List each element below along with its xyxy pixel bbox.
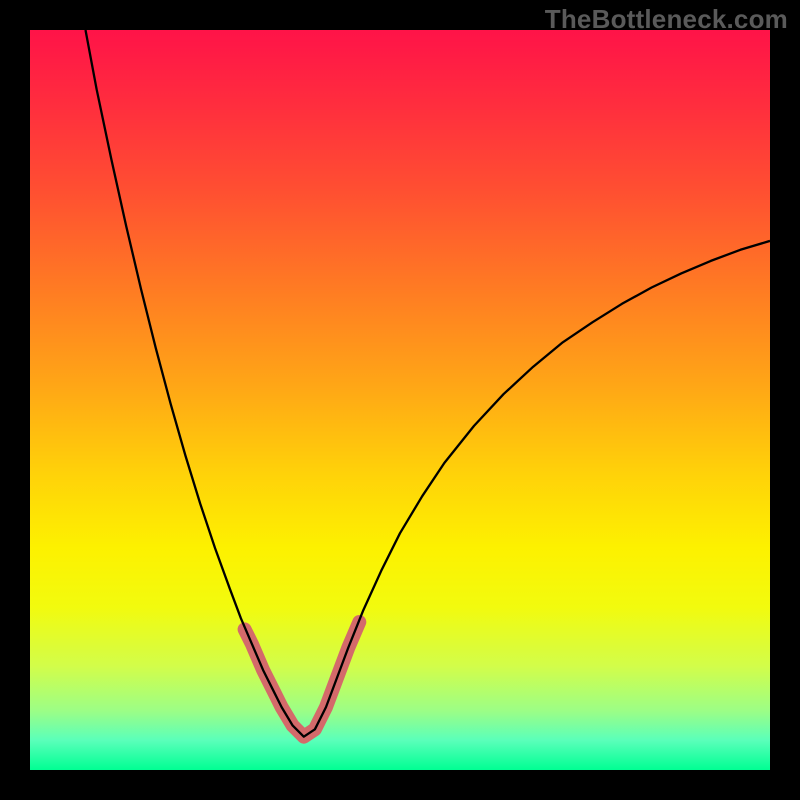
plot-area: [30, 30, 770, 770]
watermark-text: TheBottleneck.com: [545, 4, 788, 35]
chart-container: TheBottleneck.com: [0, 0, 800, 800]
plot-svg: [30, 30, 770, 770]
gradient-background: [30, 30, 770, 770]
